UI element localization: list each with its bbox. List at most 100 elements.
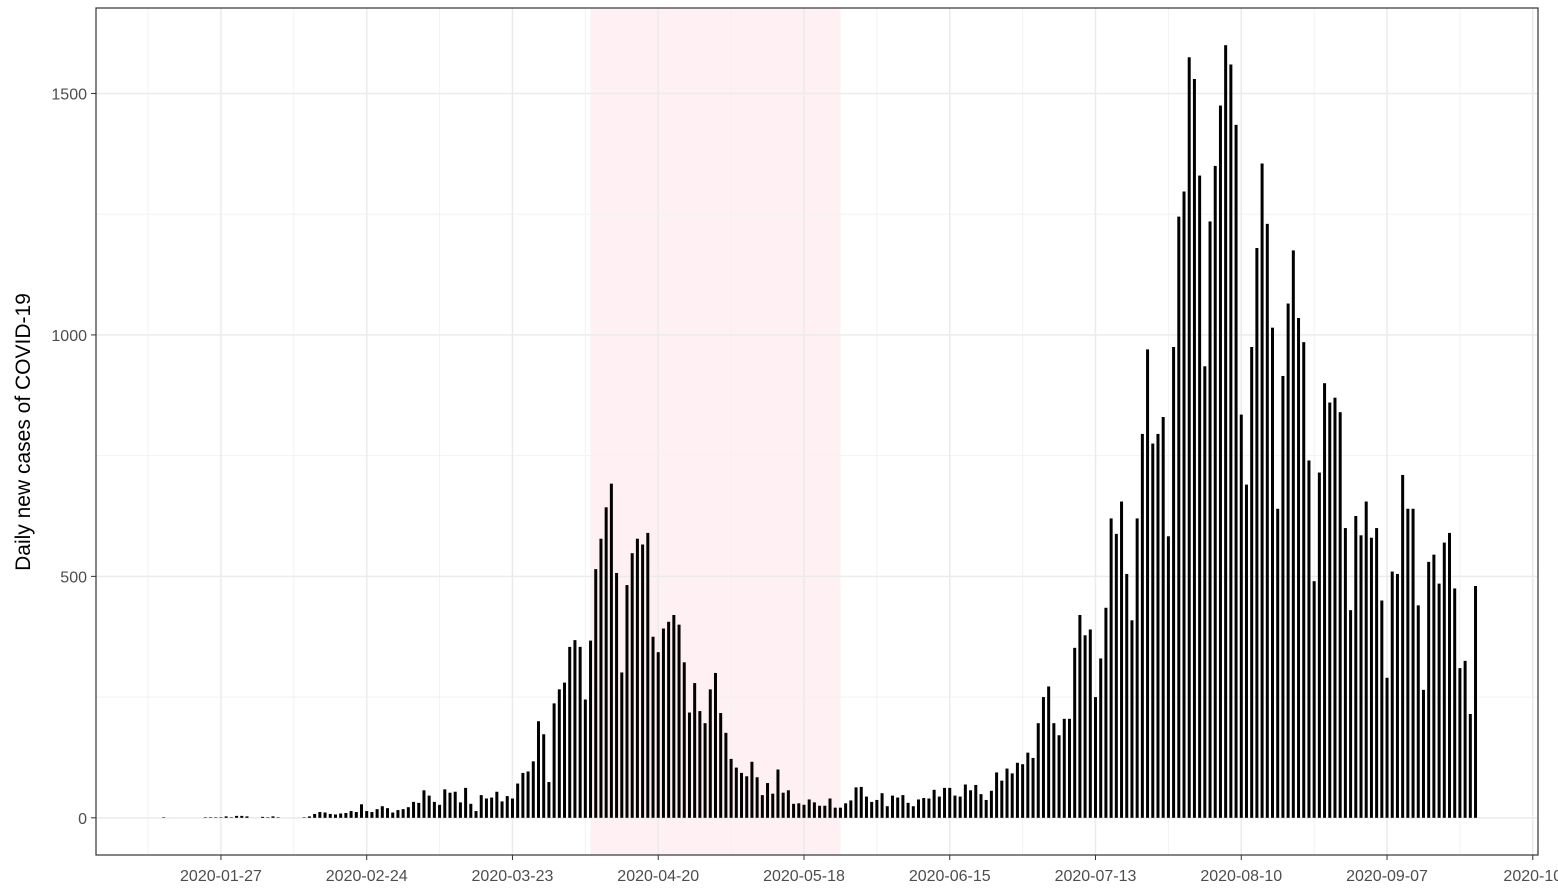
bar (1281, 375, 1285, 818)
bar (474, 811, 478, 818)
bar (615, 572, 619, 818)
bar (359, 804, 363, 818)
bar (698, 711, 702, 818)
bar (859, 786, 863, 818)
bar (906, 802, 910, 818)
bar (563, 682, 567, 818)
bar (1390, 571, 1394, 818)
bar (1203, 366, 1207, 818)
bar (1244, 484, 1248, 818)
y-tick-label: 0 (78, 811, 87, 828)
bar (646, 532, 650, 818)
bar (1073, 647, 1077, 818)
bar (797, 803, 801, 818)
bar (1463, 660, 1467, 818)
bar (1151, 443, 1155, 818)
bar (1177, 216, 1181, 818)
bar (1349, 610, 1353, 818)
bar (1323, 383, 1327, 818)
bar (823, 805, 827, 818)
bar (1026, 752, 1030, 818)
bar (333, 814, 337, 818)
bar (1156, 433, 1160, 818)
bar (1005, 768, 1009, 818)
bar (380, 806, 384, 818)
bar (781, 792, 785, 818)
y-tick-label: 500 (60, 569, 87, 586)
bar (573, 640, 577, 818)
bar (713, 672, 717, 818)
bar (1307, 460, 1311, 818)
x-tick-label: 2020-08-10 (1200, 868, 1282, 885)
bar (937, 796, 941, 818)
bar (896, 797, 900, 818)
bar (313, 813, 317, 818)
bar (948, 787, 952, 818)
bar (542, 734, 546, 818)
bar (1328, 402, 1332, 818)
bar (1015, 762, 1019, 818)
bar (1395, 573, 1399, 818)
x-tick-label: 2020-03-23 (472, 868, 554, 885)
bar (505, 796, 509, 818)
bar (750, 761, 754, 818)
bar (1031, 757, 1035, 818)
bar (453, 791, 457, 818)
bar (224, 816, 228, 818)
bar (1166, 536, 1170, 818)
bar (1161, 417, 1165, 818)
bar (422, 790, 426, 818)
bar (490, 797, 494, 818)
bar (1250, 346, 1254, 818)
bar (1427, 561, 1431, 818)
bar (1286, 303, 1290, 818)
bar (370, 812, 374, 818)
bar (391, 812, 395, 818)
bar (443, 789, 447, 818)
bar (604, 507, 608, 818)
bar (1099, 658, 1103, 818)
bar (958, 796, 962, 818)
bar (547, 782, 551, 818)
bar (1036, 723, 1040, 818)
bar (531, 761, 535, 818)
bar (833, 807, 837, 818)
bar (1125, 573, 1129, 818)
bar (1021, 764, 1025, 818)
bar (870, 801, 874, 818)
bar (354, 812, 358, 818)
bar (838, 807, 842, 818)
bar (1442, 542, 1446, 818)
bar (1297, 318, 1301, 818)
bar (682, 662, 686, 818)
bar (318, 812, 322, 818)
bar (875, 799, 879, 818)
bar (880, 793, 884, 818)
bar (661, 628, 665, 818)
bar (594, 569, 598, 818)
x-tick-label: 2020-10 (1503, 868, 1558, 885)
bar (1010, 773, 1014, 818)
bar (261, 816, 265, 818)
bar (864, 796, 868, 818)
bar (703, 723, 707, 818)
bar (1291, 250, 1295, 818)
bar (599, 538, 603, 818)
bar (943, 787, 947, 818)
bar (1333, 397, 1337, 818)
x-tick-label: 2020-09-07 (1346, 868, 1428, 885)
bar (1234, 124, 1238, 818)
bar (818, 805, 822, 818)
bar (760, 795, 764, 818)
bar (1213, 165, 1217, 818)
y-tick-label: 1500 (51, 86, 87, 103)
bar (766, 783, 770, 818)
bar (651, 636, 655, 818)
y-tick-label: 1000 (51, 328, 87, 345)
bar (1474, 586, 1478, 818)
bar (521, 772, 525, 818)
bar (911, 806, 915, 818)
bar (1338, 412, 1342, 818)
bar (927, 798, 931, 818)
